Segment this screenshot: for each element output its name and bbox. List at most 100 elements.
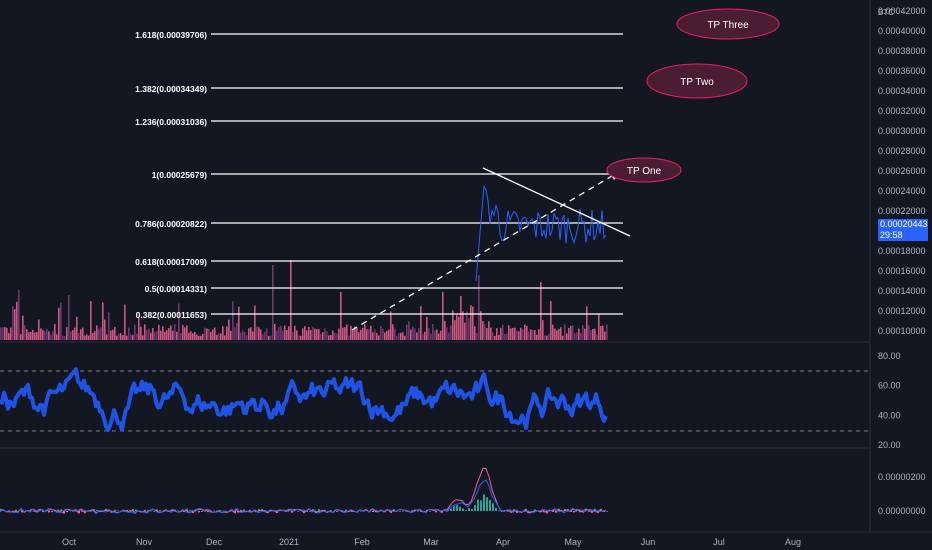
volume-bar — [262, 334, 264, 340]
macd-hist-bar — [582, 511, 584, 513]
macd-hist-bar — [15, 509, 17, 511]
volume-bar — [194, 331, 196, 340]
volume-bar — [4, 326, 6, 340]
volume-bar — [350, 325, 352, 340]
volume-bar — [438, 333, 440, 340]
fib-level-label: 1(0.00025679) — [152, 170, 207, 180]
volume-bar — [504, 334, 506, 340]
volume-bar — [384, 332, 386, 340]
macd-hist-bar — [285, 511, 287, 512]
volume-bar — [68, 295, 70, 340]
volume-bar — [322, 331, 324, 340]
volume-bar — [296, 330, 298, 340]
volume-bar — [80, 329, 82, 340]
volume-bar — [468, 318, 470, 340]
macd-hist-bar — [579, 511, 581, 513]
volume-bar — [584, 328, 586, 340]
volume-bar — [110, 330, 112, 340]
volume-bar — [362, 327, 364, 340]
macd-hist-bar — [399, 511, 401, 512]
volume-bar — [582, 325, 584, 340]
time-axis[interactable]: Oct Nov Dec 2021 Feb Mar Apr May Jun Jul Aug — [62, 537, 801, 547]
volume-bar — [184, 327, 186, 340]
volume-bar — [138, 317, 140, 340]
volume-bar — [332, 330, 334, 340]
volume-bar — [176, 331, 178, 340]
volume-bar — [264, 331, 266, 340]
oscillator-axis[interactable]: 80.00 60.00 40.00 20.00 — [878, 351, 901, 450]
volume-bar — [548, 333, 550, 340]
fibonacci-extension[interactable]: 1.618(0.00039706) 1.382(0.00034349) 1.236(… — [135, 30, 623, 320]
volume-bar — [64, 335, 66, 340]
volume-bar — [294, 325, 296, 340]
volume-bar — [286, 330, 288, 340]
time-tick-label: Feb — [354, 537, 370, 547]
volume-bar — [108, 312, 110, 340]
oscillator-tick-label: 20.00 — [878, 440, 901, 450]
price-tick-label: 0.00036000 — [878, 66, 926, 76]
macd-hist-bar — [216, 510, 218, 512]
volume-bar — [434, 330, 436, 340]
tp-three-marker[interactable]: TP Three — [676, 8, 780, 40]
volume-bar — [526, 326, 528, 340]
volume-bar — [120, 333, 122, 340]
price-tick-label: 0.00012000 — [878, 306, 926, 316]
macd-hist-bar — [351, 511, 353, 513]
macd-hist-bar — [234, 511, 236, 514]
volume-bar — [298, 335, 300, 340]
volume-bar — [514, 327, 516, 340]
volume-bar — [102, 302, 104, 340]
macd-hist-bar — [489, 499, 491, 511]
descending-trend-line[interactable] — [482, 167, 631, 237]
macd-hist-bar — [36, 511, 38, 513]
price-tick-label: 0.00032000 — [878, 106, 926, 116]
volume-bar — [246, 335, 248, 340]
volume-bar — [546, 335, 548, 340]
volume-bar — [338, 328, 340, 340]
volume-bar — [318, 329, 320, 340]
volume-bar — [516, 330, 518, 340]
volume-bar — [578, 328, 580, 340]
macd-hist-bar — [249, 509, 251, 511]
price-tick-label: 0.00022000 — [878, 206, 926, 216]
volume-bar — [38, 319, 40, 340]
volume-bar — [98, 328, 100, 340]
volume-bar — [238, 306, 240, 340]
tp-one-marker[interactable]: TP One — [606, 157, 682, 183]
volume-bar — [252, 331, 254, 340]
volume-bar — [558, 328, 560, 340]
volume-bar — [226, 326, 228, 340]
volume-bar — [292, 332, 294, 340]
volume-bar — [340, 292, 342, 340]
volume-bar — [560, 327, 562, 340]
macd-axis[interactable]: 0.00000200 0.00000000 — [878, 472, 926, 516]
macd-hist-bar — [264, 509, 266, 511]
macd-hist-bar — [546, 511, 548, 514]
volume-bar — [544, 335, 546, 340]
dashed-projection-line[interactable] — [351, 175, 613, 331]
volume-bar — [290, 260, 292, 340]
tp-two-marker[interactable]: TP Two — [646, 63, 748, 99]
volume-bar — [114, 326, 116, 340]
volume-bar — [486, 328, 488, 340]
volume-bar — [50, 334, 52, 340]
volume-bar — [472, 306, 474, 340]
volume-bar — [342, 327, 344, 340]
volume-bar — [280, 325, 282, 340]
last-price-tag: 0.00020443 29:58 — [878, 219, 928, 241]
volume-bar — [324, 328, 326, 340]
macd-hist-bar — [498, 510, 500, 512]
volume-bar — [568, 327, 570, 340]
volume-bar — [456, 315, 458, 340]
volume-bar — [406, 324, 408, 340]
volume-bar — [274, 324, 276, 340]
volume-bar — [282, 330, 284, 340]
volume-bar — [270, 335, 272, 340]
volume-bar — [8, 333, 10, 340]
price-axis[interactable]: 0.00042000 0.00040000 0.00038000 0.00036000… — [878, 6, 926, 336]
price-tick-label: 0.00016000 — [878, 266, 926, 276]
volume-bar — [174, 324, 176, 340]
volume-bar — [520, 327, 522, 340]
volume-bar — [156, 331, 158, 340]
